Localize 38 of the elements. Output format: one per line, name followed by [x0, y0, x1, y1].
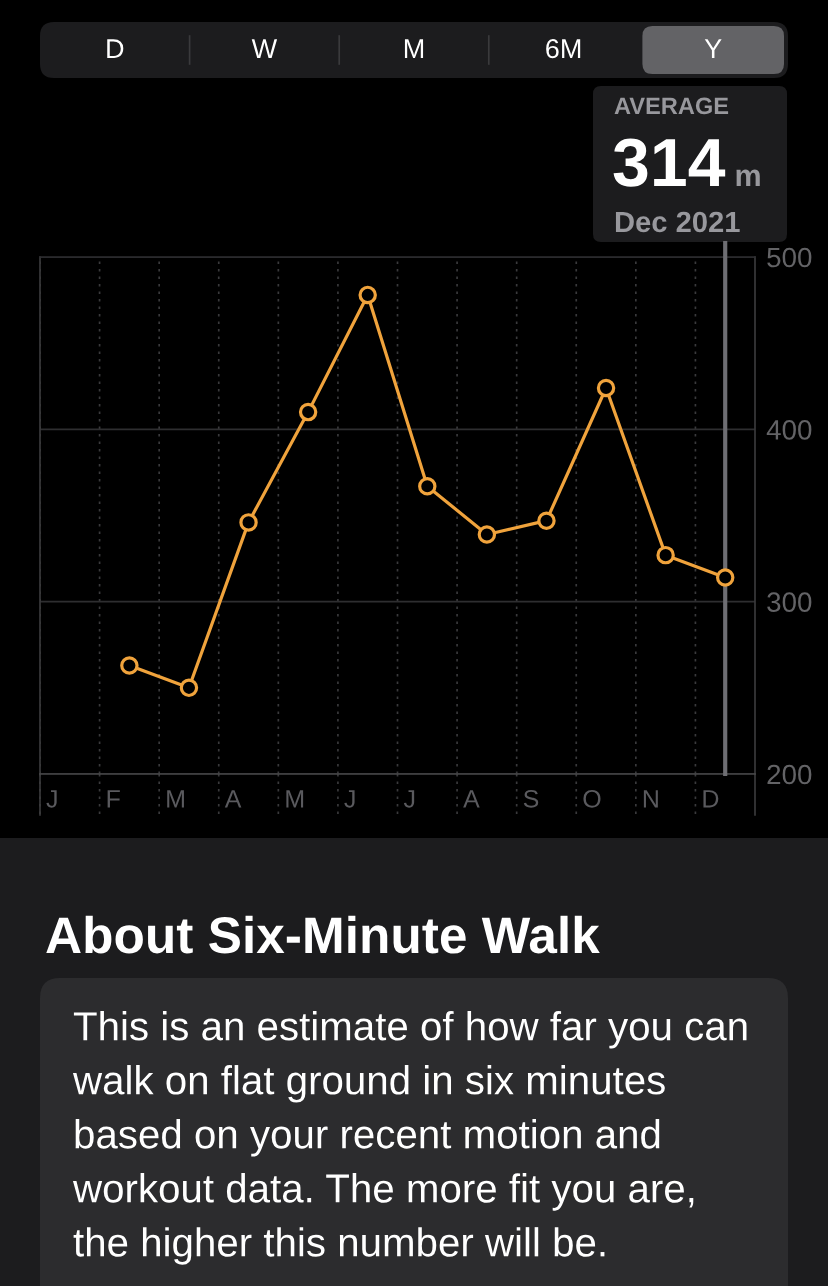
x-tick-label: M: [167, 790, 184, 808]
text: Y: [704, 39, 722, 58]
point: [239, 513, 258, 532]
text: D: [107, 39, 124, 58]
point: [179, 678, 199, 698]
y-tick-label: 300: [767, 592, 812, 613]
x-tick-label: J: [46, 790, 57, 808]
text: 314: [613, 138, 726, 187]
x-tick-label: O: [583, 789, 601, 808]
x-tick-label: A: [463, 790, 480, 808]
y-tick-label: 500: [767, 247, 812, 268]
y-tick-label: 400: [766, 420, 812, 440]
x-tick-label: A: [224, 790, 242, 808]
text: M: [404, 39, 424, 58]
x-tick-label: N: [643, 790, 658, 808]
point: [596, 378, 616, 398]
point: [418, 476, 437, 496]
x-tick-label: S: [523, 789, 539, 808]
text: About Six-Minute Walk: [46, 915, 600, 954]
point: [537, 511, 556, 530]
text: AVERAGE: [614, 97, 729, 115]
point: [120, 656, 139, 675]
point: [358, 285, 377, 305]
text: W: [251, 39, 278, 58]
point: [298, 402, 318, 422]
x-tick-label: J: [403, 790, 415, 808]
text: 6M: [546, 39, 581, 59]
point: [656, 545, 675, 565]
y-tick-label: 200: [767, 764, 812, 785]
x-tick-label: D: [703, 790, 719, 808]
point: [477, 525, 497, 544]
text: Dec 2021: [615, 211, 740, 233]
x-tick-label: M: [286, 790, 304, 808]
point: [715, 568, 735, 587]
text: This is an estimate of how far you can walk on flat ground in six minutes based on your recent motion and workout data. The more fit you are, the higher this number will be.: [72, 1011, 747, 1265]
x-tick-label: J: [344, 790, 355, 808]
text: m: [736, 169, 760, 186]
x-tick-label: F: [107, 790, 120, 808]
